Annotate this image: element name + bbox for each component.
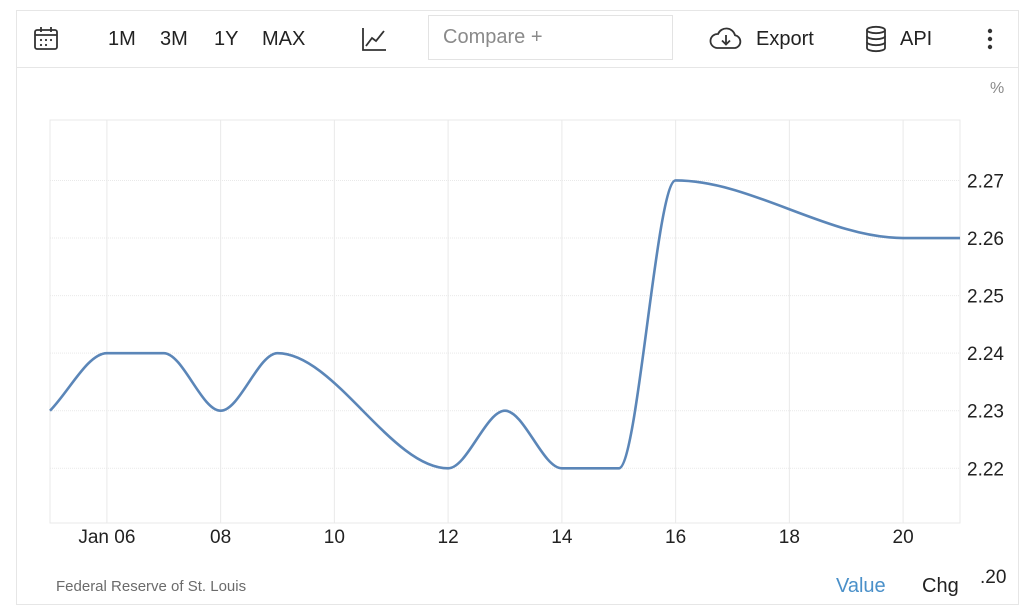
value-tab[interactable]: Value bbox=[836, 575, 886, 597]
y-tick-label-cutoff: .20 bbox=[980, 567, 1007, 588]
x-tick-label: Jan 06 bbox=[78, 527, 135, 548]
series-line bbox=[49, 179, 960, 470]
x-tick-label: 08 bbox=[210, 527, 231, 548]
calendar-icon[interactable] bbox=[32, 10, 60, 68]
y-tick-label: 2.26 bbox=[967, 229, 1004, 250]
x-tick-label: 20 bbox=[893, 527, 914, 548]
x-tick-label: 12 bbox=[438, 527, 459, 548]
compare-input[interactable] bbox=[428, 15, 673, 60]
range-1y-button[interactable]: 1Y bbox=[214, 27, 239, 50]
api-button[interactable]: API bbox=[864, 10, 932, 68]
line-chart-icon[interactable] bbox=[360, 10, 388, 68]
toolbar-right: Export API bbox=[16, 10, 1019, 68]
y-tick-label: 2.22 bbox=[967, 459, 1004, 480]
x-tick-label: 18 bbox=[779, 527, 800, 548]
y-tick-label: 2.24 bbox=[967, 344, 1004, 365]
export-label: Export bbox=[756, 27, 814, 50]
range-1m-button[interactable]: 1M bbox=[108, 27, 136, 50]
x-tick-label: 14 bbox=[551, 527, 573, 548]
x-tick-label: 10 bbox=[324, 527, 345, 548]
database-icon bbox=[864, 25, 888, 53]
chart-toolbar: 1M 3M 1Y MAX bbox=[16, 10, 1019, 68]
api-label: API bbox=[900, 27, 933, 50]
y-tick-label: 2.23 bbox=[967, 402, 1004, 423]
range-max-button[interactable]: MAX bbox=[262, 27, 306, 50]
unit-label: % bbox=[990, 80, 1005, 97]
range-3m-button[interactable]: 3M bbox=[160, 27, 188, 50]
cloud-download-icon bbox=[708, 26, 744, 52]
more-vertical-icon[interactable] bbox=[984, 10, 996, 68]
y-tick-label: 2.25 bbox=[967, 287, 1004, 308]
export-button[interactable]: Export bbox=[708, 10, 814, 68]
chart-widget bbox=[16, 10, 1019, 605]
y-tick-label: 2.27 bbox=[967, 171, 1004, 192]
source-label: Federal Reserve of St. Louis bbox=[56, 578, 247, 595]
plot-area bbox=[49, 119, 961, 524]
x-tick-label: 16 bbox=[665, 527, 686, 548]
chg-tab[interactable]: Chg bbox=[922, 575, 959, 597]
